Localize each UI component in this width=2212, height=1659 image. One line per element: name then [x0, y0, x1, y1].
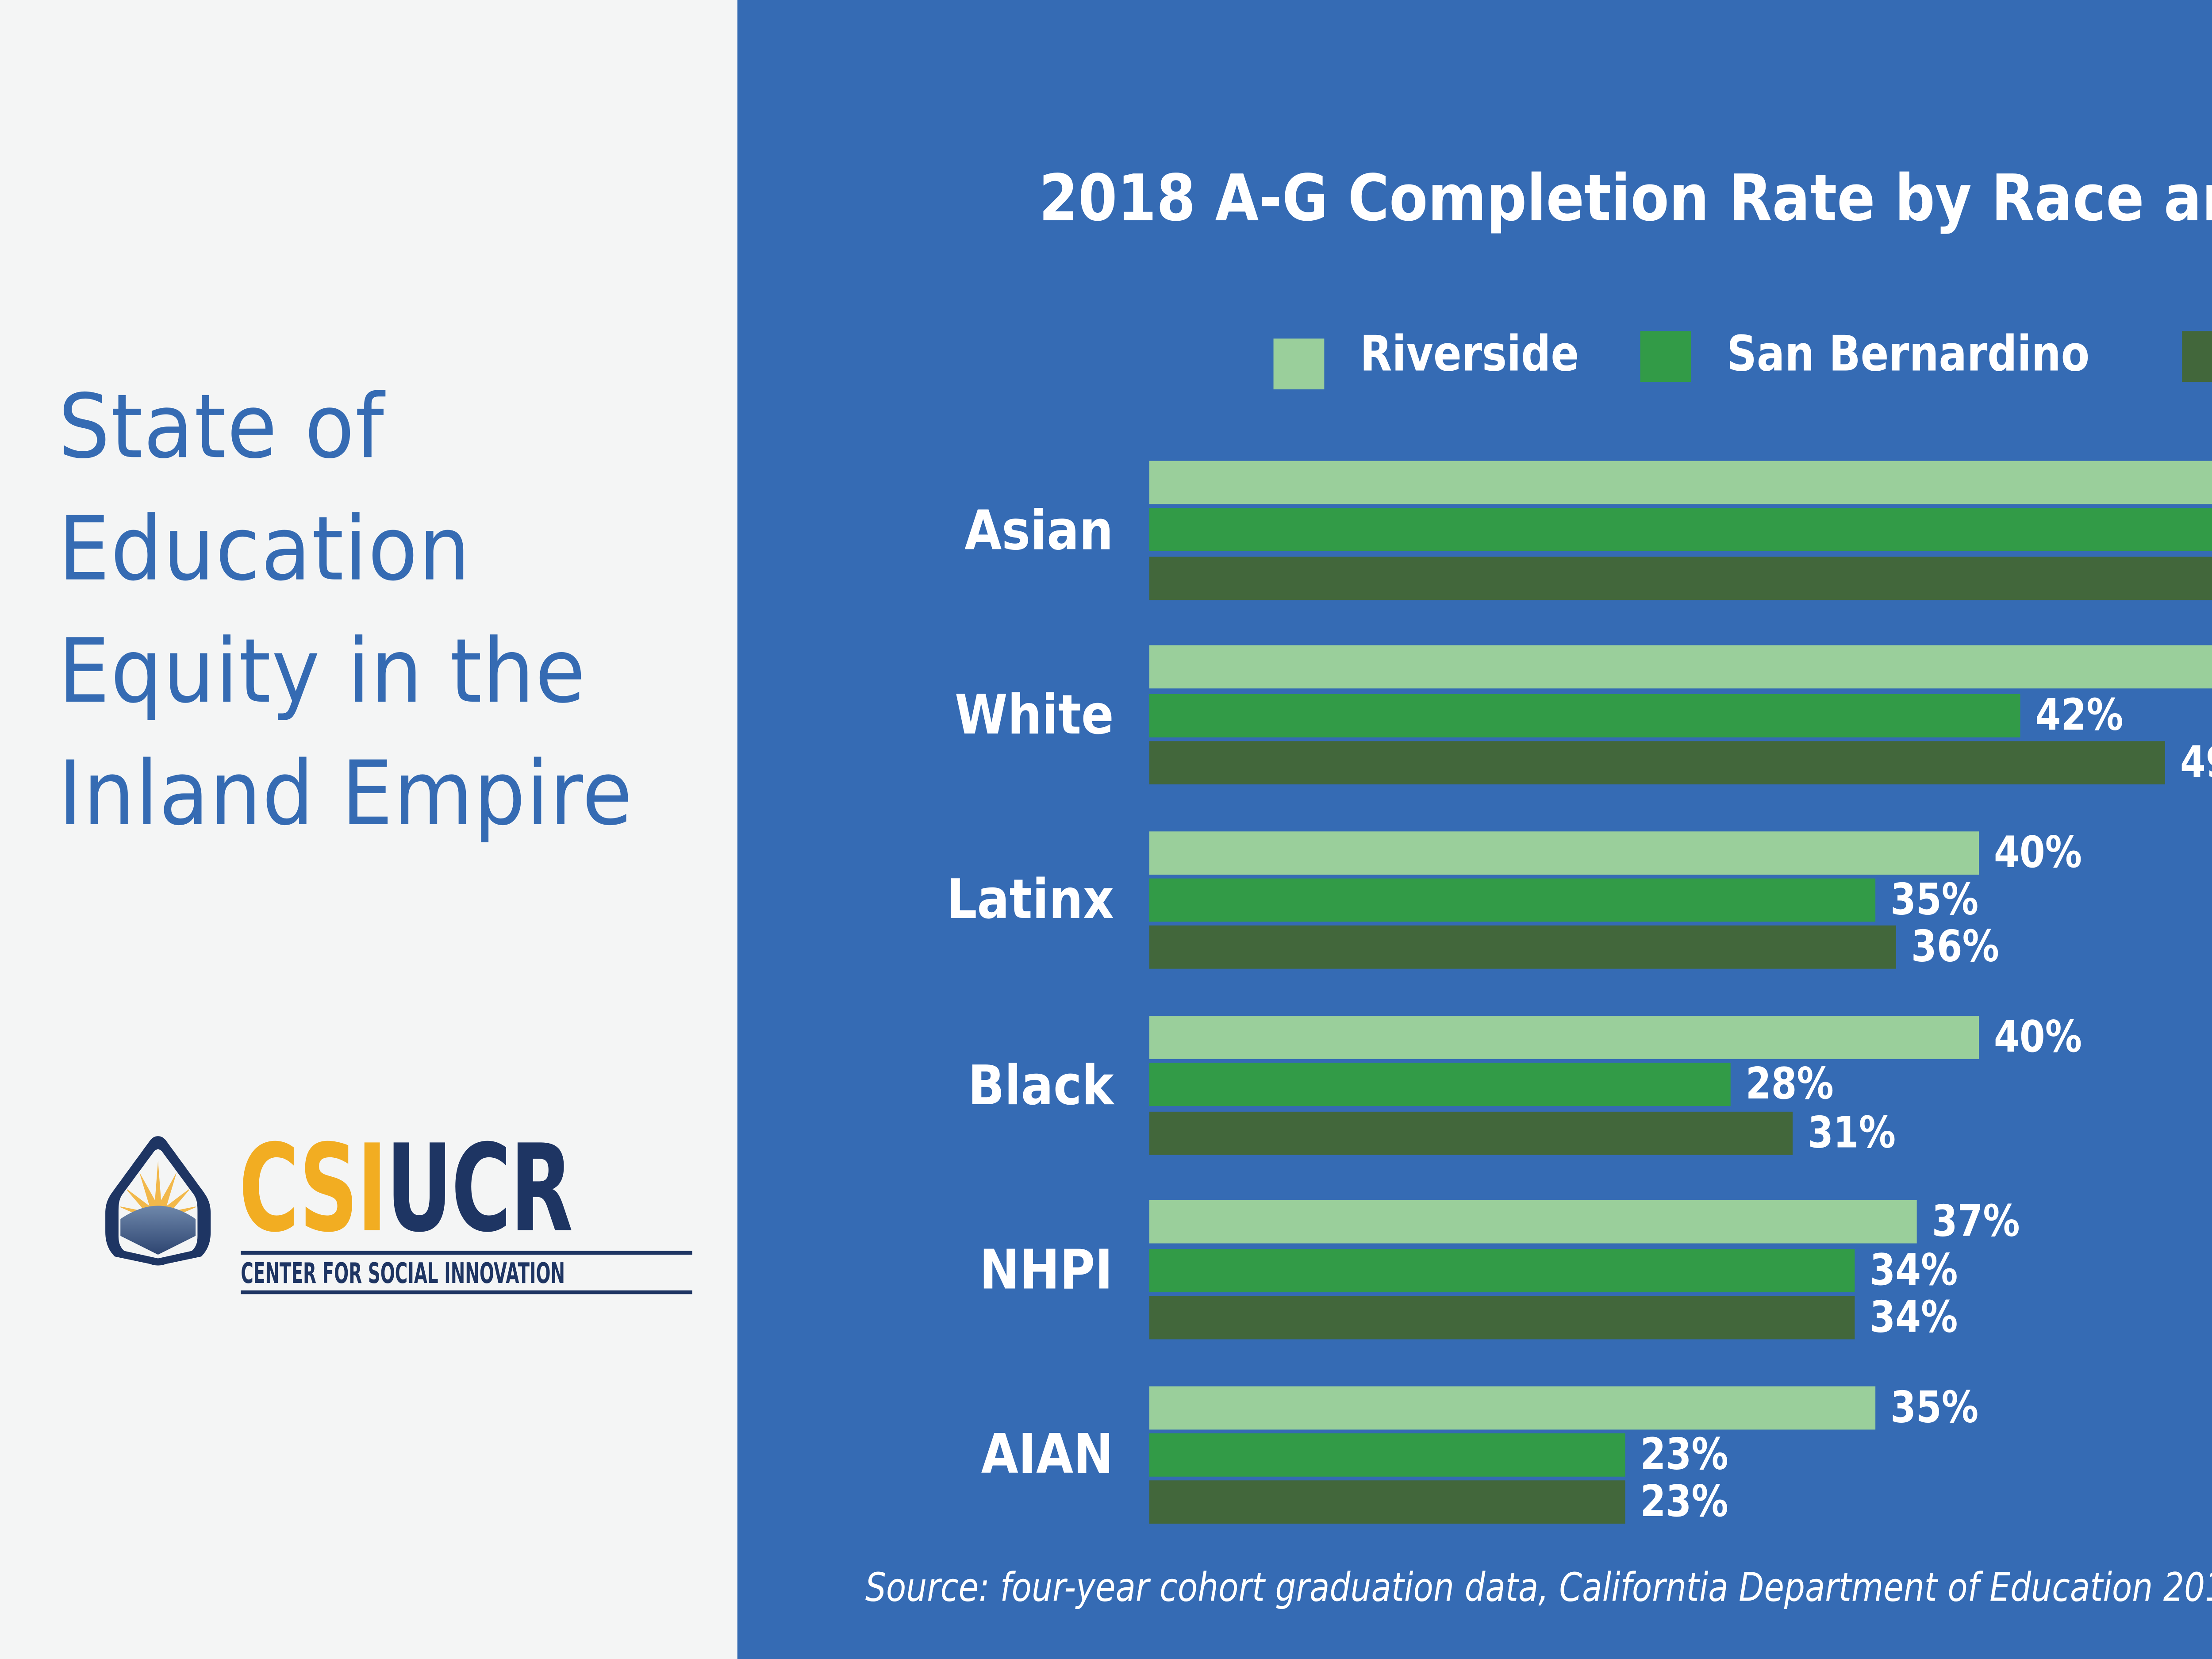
chart-panel: 2018 A-G Completion Rate by Race and Geo…: [737, 0, 2212, 1659]
logo-wordmark: CSIUCR: [239, 1130, 573, 1251]
value-label: 34%: [1869, 1246, 1957, 1295]
bar-riverside-nhpi: [1149, 1200, 1916, 1244]
legend-swatch-california: [2182, 330, 2212, 381]
logo-subtitle: CENTER FOR SOCIAL INNOVATION: [241, 1256, 565, 1290]
value-label: 31%: [1807, 1109, 1895, 1158]
category-label: Black: [968, 1052, 1114, 1117]
value-label: 42%: [2035, 691, 2123, 741]
value-label: 23%: [1641, 1479, 1729, 1528]
bar-california-asian: [1149, 556, 2212, 599]
headline-line: Equity in the: [58, 621, 586, 724]
value-label: 37%: [1931, 1198, 2020, 1248]
bar-san-bernardino-latinx: [1149, 878, 1875, 922]
legend-label: Riverside: [1360, 327, 1579, 384]
value-label: 36%: [1910, 924, 1999, 973]
bar-california-nhpi: [1149, 1295, 1854, 1339]
bar-san-bernardino-nhpi: [1149, 1248, 1854, 1291]
value-label: 23%: [1641, 1431, 1729, 1480]
value-label: 34%: [1869, 1294, 1957, 1343]
bar-riverside-latinx: [1149, 830, 1979, 874]
value-label: 35%: [1889, 1383, 1978, 1432]
logo-rule-bottom: [241, 1290, 692, 1294]
legend-swatch-riverside: [1273, 338, 1325, 389]
logo-csi: CSI: [238, 1121, 388, 1260]
bar-riverside-aian: [1149, 1385, 1875, 1429]
value-label: 49%: [2180, 739, 2212, 788]
bar-riverside-asian: [1149, 461, 2212, 504]
legend-label: San Bernardino: [1727, 327, 2090, 384]
bar-riverside-white: [1149, 645, 2212, 689]
legend-item-san-bernardino: San Bernardino: [1640, 323, 2154, 388]
bar-san-bernardino-asian: [1149, 508, 2212, 552]
headline-line: Inland Empire: [58, 743, 634, 847]
bar-riverside-black: [1149, 1015, 1979, 1059]
headline: State of Education Equity in the Inland …: [58, 367, 633, 856]
bar-san-bernardino-aian: [1149, 1433, 1626, 1476]
chart-title-text: 2018 A-G Completion Rate by Race and Geo…: [1039, 161, 2212, 237]
sidebar-panel: State of Education Equity in the Inland …: [0, 0, 737, 1659]
bar-california-aian: [1149, 1480, 1626, 1524]
logo-rule-top: [241, 1251, 692, 1255]
logo-ucr: UCR: [386, 1121, 573, 1260]
legend-swatch-san-bernardino: [1640, 330, 1691, 381]
category-label: Latinx: [946, 868, 1114, 932]
value-label: 28%: [1744, 1061, 1833, 1110]
headline-line: State of: [58, 376, 385, 480]
bar-san-bernardino-black: [1149, 1063, 1730, 1106]
legend-item-california: California: [2182, 323, 2212, 388]
headline-line: Education: [58, 498, 471, 602]
category-label: AIAN: [981, 1422, 1114, 1487]
bar-california-latinx: [1149, 926, 1896, 969]
bar-california-white: [1149, 741, 2165, 784]
category-label: NHPI: [980, 1237, 1114, 1302]
bar-san-bernardino-white: [1149, 693, 2020, 737]
category-label: White: [954, 683, 1114, 747]
chart-title: 2018 A-G Completion Rate by Race and Geo…: [737, 162, 2212, 237]
value-label: 40%: [1993, 1014, 2082, 1063]
legend-item-riverside: Riverside: [1273, 323, 1618, 389]
value-label: 40%: [1993, 829, 2082, 878]
category-label: Asian: [964, 498, 1114, 562]
bar-california-black: [1149, 1110, 1792, 1154]
csiucr-logo: CSIUCR CENTER FOR SOCIAL INNOVATION: [98, 1130, 692, 1300]
sunrise-hexagon-icon: [105, 1136, 211, 1266]
plot-area: Asian71%72%69%White54%42%49%Latinx40%35%…: [737, 0, 2212, 1659]
value-label: 35%: [1889, 876, 1978, 926]
source-note: Source: four-year cohort graduation data…: [865, 1565, 2212, 1610]
